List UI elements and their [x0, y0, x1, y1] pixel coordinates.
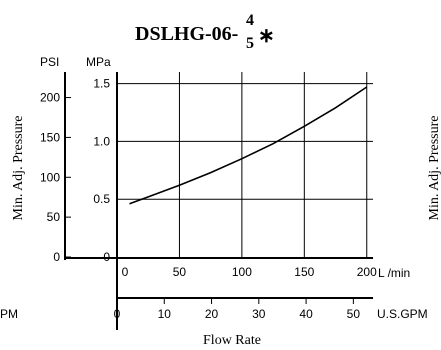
lpm-tick-label: 200	[357, 265, 377, 279]
y-axis-label: Min. Adj. Pressure	[11, 116, 26, 221]
mpa-tick-label: 1.5	[93, 77, 110, 91]
title-main: DSLHG-06-	[135, 23, 238, 45]
x-axis-label: Flow Rate	[203, 333, 261, 348]
pressure-curve	[129, 86, 368, 205]
psi-tick-label: 150	[40, 130, 60, 144]
grid-layer	[117, 72, 373, 257]
gpm-tick-label: 50	[347, 307, 361, 321]
mpa-tick-label: 1.0	[93, 134, 110, 148]
gpm-tick-label: 0	[114, 307, 121, 321]
psi-tick-label: 50	[47, 210, 61, 224]
gpm-tick-label: 10	[158, 307, 172, 321]
title-suffix: ∗	[258, 25, 275, 47]
lpm-tick-label: 150	[294, 265, 314, 279]
chart-title: DSLHG-06- 4 5 ∗	[135, 12, 275, 52]
lpm-unit-label: L /min	[378, 266, 410, 280]
tick-layer: 0 0.5 1.0 1.5 0 50 100 150 200 0 50 100 150 200 0 10 20 3…	[40, 77, 377, 321]
title-fraction-bottom: 5	[246, 35, 254, 52]
lpm-tick-label: 50	[173, 265, 187, 279]
lpm-tick-label: 0	[122, 265, 129, 279]
gpm-tick-label: 40	[299, 307, 313, 321]
gpm-unit-label: U.S.GPM	[377, 307, 428, 321]
lpm-tick-label: 100	[232, 265, 252, 279]
psi-tick-label: 100	[40, 170, 60, 184]
mpa-tick-label: 0.5	[93, 192, 110, 206]
psi-tick-label: 0	[53, 250, 60, 264]
y-axis-label-right: Min. Adj. Pressure	[427, 116, 441, 221]
psi-tick-label: 200	[40, 91, 60, 105]
psi-unit-label: PSI	[40, 55, 59, 69]
mpa-tick-label: 0	[103, 250, 110, 264]
title-fraction-top: 4	[246, 12, 254, 29]
gpm-tick-label: 30	[252, 307, 266, 321]
gpm-tick-label: 20	[205, 307, 219, 321]
gpm-unit-fragment-left: PM	[0, 307, 18, 321]
axis-layer	[64, 72, 373, 330]
mpa-unit-label: MPa	[86, 55, 111, 69]
series-layer	[129, 86, 368, 205]
